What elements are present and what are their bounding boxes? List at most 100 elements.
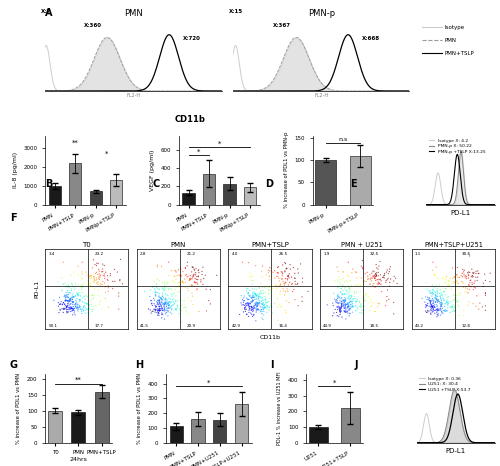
- Point: [338, 283, 346, 290]
- Point: [434, 288, 442, 295]
- Point: [154, 297, 162, 304]
- Point: [288, 274, 296, 281]
- Point: [174, 297, 182, 304]
- Point: [455, 303, 463, 311]
- Point: [200, 275, 207, 282]
- Point: [165, 295, 173, 302]
- Point: [96, 276, 104, 283]
- Point: [453, 295, 461, 303]
- Point: [64, 291, 72, 298]
- Point: [155, 292, 163, 300]
- Point: [186, 275, 194, 282]
- Point: [252, 295, 260, 302]
- Point: [106, 270, 114, 277]
- Point: [282, 279, 290, 286]
- Point: [158, 301, 166, 308]
- Point: [468, 279, 476, 287]
- Point: [393, 280, 401, 287]
- Point: [175, 281, 183, 288]
- Point: [349, 303, 357, 310]
- Point: [184, 287, 192, 295]
- Point: [198, 271, 206, 278]
- Point: [61, 292, 69, 299]
- Point: [244, 295, 252, 303]
- Point: [66, 303, 74, 311]
- Point: [90, 302, 98, 310]
- Point: [436, 281, 444, 288]
- Point: [90, 276, 98, 284]
- Point: [258, 299, 266, 307]
- Point: [72, 303, 80, 311]
- Point: [156, 298, 164, 306]
- Point: [76, 302, 84, 310]
- Point: [442, 275, 450, 283]
- Point: [192, 265, 200, 273]
- Y-axis label: PDL-1 % increase vs U251 MFI: PDL-1 % increase vs U251 MFI: [278, 371, 282, 445]
- Point: [274, 269, 281, 276]
- Point: [347, 301, 355, 308]
- Point: [73, 289, 81, 297]
- Point: [149, 308, 157, 315]
- Point: [80, 299, 88, 306]
- Point: [89, 306, 97, 313]
- Bar: [48, 186, 61, 205]
- Point: [344, 282, 352, 290]
- Point: [177, 272, 185, 279]
- Point: [276, 282, 284, 289]
- Point: [336, 297, 344, 304]
- Point: [460, 312, 468, 320]
- Point: [276, 277, 283, 285]
- Point: [447, 298, 455, 306]
- Point: [151, 302, 159, 309]
- Text: B: B: [45, 179, 52, 189]
- Point: [152, 284, 160, 291]
- Point: [272, 285, 280, 293]
- Point: [167, 299, 175, 307]
- Point: [372, 270, 380, 277]
- Point: [248, 285, 256, 293]
- Point: [472, 270, 480, 277]
- Point: [448, 286, 456, 293]
- Point: [373, 276, 381, 283]
- Point: [74, 292, 82, 300]
- Point: [171, 267, 179, 274]
- Point: [168, 305, 175, 313]
- Text: D: D: [265, 179, 273, 189]
- Point: [444, 301, 452, 308]
- Point: [154, 311, 162, 319]
- Point: [364, 273, 372, 280]
- Point: [79, 280, 87, 288]
- Point: [466, 286, 473, 293]
- Point: [298, 274, 306, 282]
- Point: [370, 272, 378, 280]
- Point: [244, 300, 252, 308]
- Point: [188, 289, 196, 297]
- Point: [242, 301, 250, 308]
- Point: [432, 295, 440, 302]
- Point: [62, 296, 70, 304]
- Point: [331, 306, 339, 313]
- Point: [432, 306, 440, 313]
- Point: [250, 289, 258, 297]
- Point: [67, 298, 75, 305]
- Point: [158, 296, 166, 303]
- Point: [433, 313, 441, 321]
- Point: [155, 290, 163, 298]
- Point: [390, 277, 398, 285]
- Title: PMN: PMN: [124, 9, 142, 18]
- Point: [374, 268, 382, 276]
- Point: [256, 285, 264, 292]
- Point: [75, 289, 83, 296]
- Point: [74, 307, 82, 315]
- Point: [444, 281, 452, 288]
- Point: [257, 300, 265, 307]
- Point: [56, 306, 64, 313]
- Point: [66, 289, 74, 297]
- Point: [92, 270, 100, 277]
- Point: [278, 268, 286, 276]
- Point: [440, 307, 448, 314]
- Bar: [244, 187, 256, 205]
- Point: [170, 295, 177, 302]
- Point: [442, 298, 450, 305]
- Point: [444, 300, 452, 307]
